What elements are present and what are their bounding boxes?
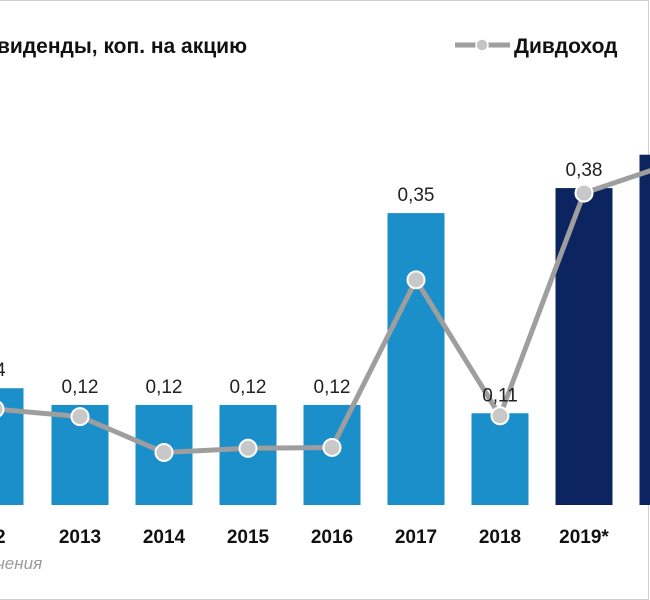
x-tick-label: 2014 xyxy=(143,527,186,548)
bar-2017 xyxy=(387,213,445,505)
bar-value-label: 0,12 xyxy=(62,377,99,398)
bar-value-label: 0,12 xyxy=(146,377,183,398)
x-tick-label: 2018 xyxy=(479,527,521,548)
x-tick-label: 2016 xyxy=(311,527,353,548)
legend-bars-label: виденды, коп. на акцию xyxy=(0,35,247,58)
bar-value-label: 0,11 xyxy=(482,385,518,406)
yield-point-2013 xyxy=(70,407,90,427)
source-note: чения xyxy=(0,554,42,573)
bar-value-label: 0,38 xyxy=(566,160,603,181)
bar-value-label: 0,12 xyxy=(230,377,267,398)
yield-point-2012 xyxy=(0,401,5,418)
bar-value-label: 14 xyxy=(0,360,6,381)
yield-point-2014 xyxy=(154,442,174,462)
bar-2020 xyxy=(639,154,650,505)
yield-point-2019 xyxy=(574,183,594,203)
bar-value-label: 0,12 xyxy=(314,377,351,398)
yield-point-2017 xyxy=(406,270,426,290)
bar-2019 xyxy=(555,188,613,505)
x-tick-label: 2019* xyxy=(559,527,609,548)
yield-point-2018 xyxy=(490,406,510,426)
yield-point-2015 xyxy=(238,438,258,458)
x-tick-label: 12 xyxy=(0,527,6,548)
x-tick-label: 2013 xyxy=(59,527,101,548)
x-tick-label: 2017 xyxy=(395,527,437,548)
bar-2018 xyxy=(471,413,529,505)
bar-2012 xyxy=(0,388,24,505)
x-tick-label: 2015 xyxy=(227,527,270,548)
legend-line-label: Дивдоход xyxy=(514,35,617,58)
legend-line-marker xyxy=(455,38,510,52)
bar-value-label: 0,35 xyxy=(398,185,435,206)
yield-point-2016 xyxy=(322,437,342,457)
